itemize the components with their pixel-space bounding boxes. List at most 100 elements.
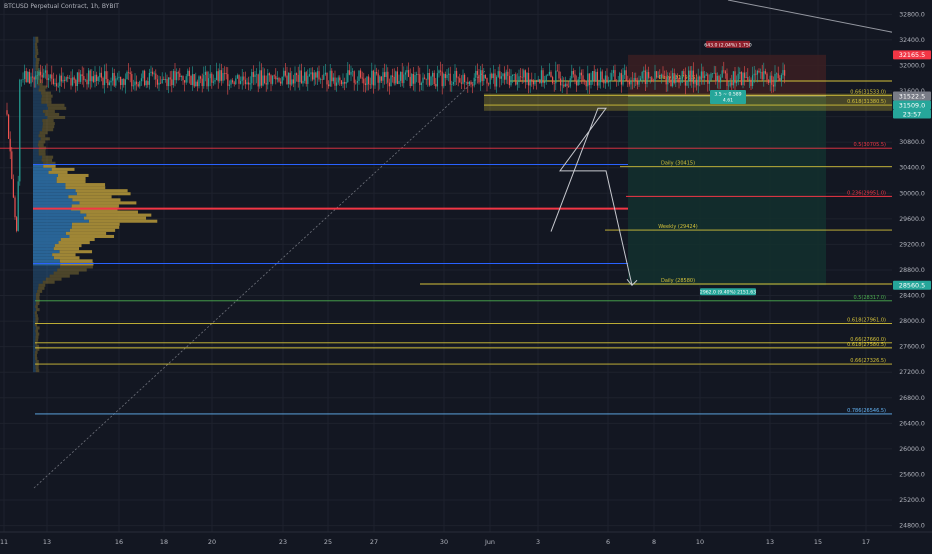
profile-bin-buy: [33, 134, 39, 138]
profile-bin-sell: [37, 82, 43, 86]
profile-bin-buy: [33, 317, 36, 321]
candle-body: [553, 83, 555, 84]
candle-body: [657, 76, 659, 78]
profile-bin-sell: [35, 305, 38, 309]
candle-body: [108, 82, 110, 86]
candle-body: [16, 217, 18, 231]
time-tick: 13: [43, 538, 51, 546]
candle-body: [468, 81, 470, 85]
profile-bin-sell: [34, 323, 38, 327]
candle-body: [68, 78, 70, 79]
candle-body: [220, 70, 222, 81]
level-label: 0.5(28317.0): [853, 295, 886, 301]
candle-body: [248, 82, 250, 85]
candle-body: [617, 80, 619, 82]
candle-body: [315, 72, 317, 78]
candle-body: [630, 80, 632, 85]
candle-body: [289, 72, 291, 85]
profile-bin-buy: [33, 82, 38, 86]
candle-body: [494, 73, 496, 87]
candle-body: [516, 82, 518, 85]
candle-body: [76, 72, 78, 86]
price-tick: 30000.0: [899, 190, 925, 197]
profile-bin-sell: [58, 241, 90, 245]
candle-body: [683, 71, 685, 75]
candle-body: [449, 73, 451, 85]
profile-bin-sell: [60, 237, 95, 242]
candle-body: [360, 70, 362, 78]
target-label-bg: [710, 89, 746, 104]
level-label: 0.66(31533.0): [850, 89, 886, 95]
candle-body: [572, 71, 574, 75]
profile-bin-sell: [35, 369, 40, 373]
candle-body: [161, 78, 163, 84]
candle-body: [520, 76, 522, 78]
candle-body: [766, 73, 768, 80]
price-tag-bg: [893, 280, 931, 290]
candle-body: [528, 72, 530, 86]
candle-body: [568, 86, 570, 87]
price-tick: 30400.0: [899, 165, 925, 172]
candle-body: [273, 75, 275, 77]
candle-body: [412, 73, 414, 84]
candle-body: [548, 71, 550, 75]
candle-body: [182, 76, 184, 81]
time-tick: 10: [696, 538, 704, 546]
candle-body: [577, 79, 579, 86]
candle-body: [580, 72, 582, 76]
candle-body: [684, 74, 686, 86]
candle-body: [203, 75, 205, 87]
profile-bin-sell: [56, 180, 86, 184]
candle-body: [705, 74, 707, 76]
profile-bin-sell: [35, 61, 39, 65]
candle-body: [152, 71, 154, 75]
candle-body: [784, 70, 786, 76]
level-label: 0.786(26546.5): [847, 408, 886, 414]
profile-bin-buy: [33, 155, 43, 159]
candle-body: [377, 73, 379, 83]
profile-bin-buy: [33, 216, 84, 220]
time-tick: 17: [862, 538, 870, 546]
candle-body: [172, 71, 174, 86]
candle-body: [483, 74, 485, 82]
candle-body: [280, 81, 282, 84]
candles: [6, 61, 786, 233]
candle-body: [176, 72, 178, 81]
profile-bin-sell: [41, 94, 53, 98]
time-tick: 20: [208, 538, 216, 546]
profile-bin-sell: [35, 308, 40, 312]
candle-body: [6, 110, 8, 115]
candle-body: [268, 73, 270, 76]
candle-body: [35, 75, 37, 80]
candle-body: [401, 71, 403, 84]
profile-bin-buy: [33, 286, 39, 290]
candle-body: [366, 76, 368, 86]
profile-bin-sell: [47, 106, 67, 110]
candle-body: [337, 77, 339, 83]
candle-body: [112, 72, 114, 81]
candle-body: [750, 79, 752, 87]
candle-body: [500, 76, 502, 79]
profile-bin-sell: [42, 280, 55, 284]
candle-body: [723, 70, 725, 72]
price-tag: 32165.5: [899, 51, 925, 59]
candle-body: [523, 70, 525, 78]
candle-body: [592, 71, 594, 82]
candle-body: [177, 72, 179, 74]
profile-bin-buy: [33, 106, 48, 110]
profile-bin-buy: [33, 54, 35, 59]
candle-body: [492, 73, 494, 78]
candle-body: [224, 72, 226, 74]
profile-bin-buy: [33, 369, 36, 373]
candle-body: [56, 83, 58, 87]
profile-bin-sell: [35, 314, 38, 318]
candle-body: [659, 76, 661, 78]
profile-bin-buy: [33, 180, 57, 184]
candle-body: [740, 71, 742, 85]
candle-body: [364, 83, 366, 86]
candle-body: [324, 72, 326, 75]
candle-body: [168, 77, 170, 87]
